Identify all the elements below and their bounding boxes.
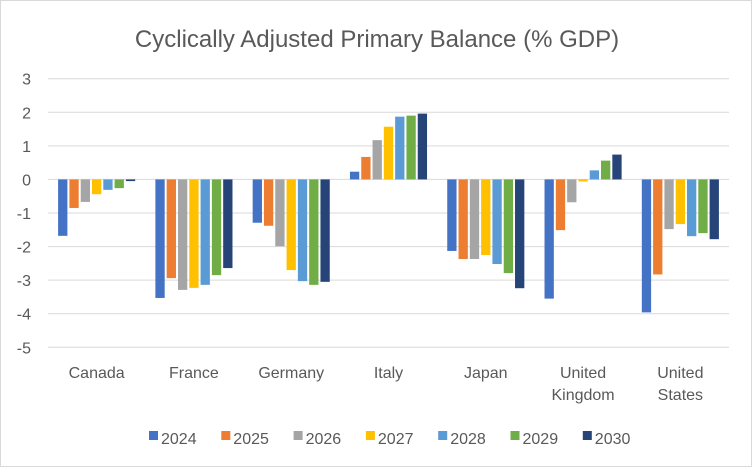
x-category-label: Italy <box>374 365 403 382</box>
bar-france-2025 <box>166 179 176 279</box>
legend-label: 2027 <box>378 431 414 448</box>
y-tick-label: 3 <box>22 72 31 89</box>
bar-japan-2026 <box>469 179 480 259</box>
bar-united-states-2024 <box>641 179 652 313</box>
y-tick-label: -4 <box>17 307 31 324</box>
bar-germany-2025 <box>263 179 274 226</box>
legend-item-2030: 2030 <box>582 431 631 448</box>
legend-label: 2028 <box>450 431 486 448</box>
bar-germany-2026 <box>275 179 285 247</box>
legend: 2024 2025 2026 2027 2028 2029 2030 <box>149 431 630 448</box>
bar-france-2026 <box>177 179 188 290</box>
y-tick-label: -2 <box>17 240 31 257</box>
y-tick-label: 2 <box>22 105 31 122</box>
legend-item-2027: 2027 <box>365 431 414 448</box>
bar-italy-2026 <box>372 140 382 180</box>
legend-swatch <box>438 431 448 440</box>
bar-japan-2024 <box>447 179 457 251</box>
bar-united-states-2030 <box>709 179 719 240</box>
y-tick-label: -1 <box>17 206 31 223</box>
bar-germany-2028 <box>297 179 308 282</box>
legend-item-2025: 2025 <box>221 431 269 448</box>
legend-label: 2025 <box>233 431 269 448</box>
bar-italy-2027 <box>383 126 394 180</box>
bar-united-kingdom-2029 <box>601 160 611 180</box>
legend-label: 2029 <box>523 431 559 448</box>
bar-united-states-2028 <box>687 179 697 237</box>
legend-swatch <box>293 431 303 440</box>
gridlines <box>48 78 729 348</box>
bar-canada-2029 <box>114 179 124 189</box>
bar-canada-2026 <box>80 179 90 202</box>
bar-france-2030 <box>223 179 233 269</box>
legend-item-2028: 2028 <box>438 431 486 448</box>
x-category-label: Germany <box>258 365 324 382</box>
legend-item-2024: 2024 <box>149 431 197 448</box>
bar-canada-2024 <box>58 179 68 236</box>
bar-japan-2025 <box>458 179 468 259</box>
bars <box>58 113 719 313</box>
bar-united-states-2027 <box>675 179 686 225</box>
bar-united-kingdom-2030 <box>612 154 622 180</box>
bar-italy-2030 <box>417 113 428 180</box>
bar-united-states-2025 <box>653 179 663 275</box>
bar-italy-2028 <box>395 116 405 180</box>
bar-germany-2030 <box>320 179 330 282</box>
bar-france-2028 <box>200 179 210 285</box>
y-tick-label: -3 <box>17 273 31 290</box>
bar-germany-2024 <box>252 179 262 223</box>
legend-item-2029: 2029 <box>510 431 559 448</box>
bar-france-2024 <box>155 179 165 298</box>
bar-japan-2029 <box>503 179 514 274</box>
legend-swatch <box>510 431 520 440</box>
legend-swatch <box>221 431 231 440</box>
bar-france-2027 <box>189 179 199 288</box>
x-category-label: France <box>169 365 219 382</box>
legend-label: 2026 <box>306 431 342 448</box>
bar-japan-2027 <box>481 179 491 255</box>
bar-united-states-2029 <box>698 179 708 234</box>
y-axis-ticks: 3 2 1 0 -1 -2 -3 -4 -5 <box>17 72 31 358</box>
bar-germany-2027 <box>286 179 296 271</box>
bar-germany-2029 <box>309 179 319 285</box>
bar-united-kingdom-2024 <box>544 179 554 299</box>
bar-united-kingdom-2028 <box>589 170 600 180</box>
bar-canada-2027 <box>91 179 102 195</box>
bar-italy-2029 <box>406 115 416 180</box>
x-category-label: United Kingdom <box>551 365 614 404</box>
x-axis-categories: Canada France Germany Italy Japan United Kingd… <box>69 365 704 404</box>
legend-label: 2030 <box>595 431 631 448</box>
legend-label: 2024 <box>161 431 197 448</box>
chart-title: Cyclically Adjusted Primary Balance (% G… <box>135 26 619 53</box>
legend-swatch <box>365 431 375 440</box>
bar-canada-2030 <box>125 179 136 182</box>
legend-swatch <box>582 431 592 440</box>
bar-united-kingdom-2025 <box>555 179 566 231</box>
bar-italy-2025 <box>361 156 371 180</box>
bar-japan-2030 <box>515 179 525 289</box>
y-tick-label: 1 <box>22 139 31 156</box>
bar-canada-2028 <box>103 179 113 190</box>
y-tick-label: -5 <box>17 340 31 357</box>
x-category-label: United States <box>657 365 703 404</box>
y-tick-label: 0 <box>22 172 31 189</box>
x-category-label: Canada <box>69 365 125 382</box>
legend-swatch <box>149 431 158 440</box>
bar-france-2029 <box>211 179 222 276</box>
bar-canada-2025 <box>69 179 79 208</box>
bar-united-states-2026 <box>664 179 674 230</box>
bar-italy-2024 <box>349 171 360 180</box>
x-category-label: Japan <box>464 365 508 382</box>
bar-united-kingdom-2026 <box>567 179 577 203</box>
legend-item-2026: 2026 <box>293 431 342 448</box>
bar-united-kingdom-2027 <box>578 179 588 182</box>
bar-japan-2028 <box>492 179 502 265</box>
